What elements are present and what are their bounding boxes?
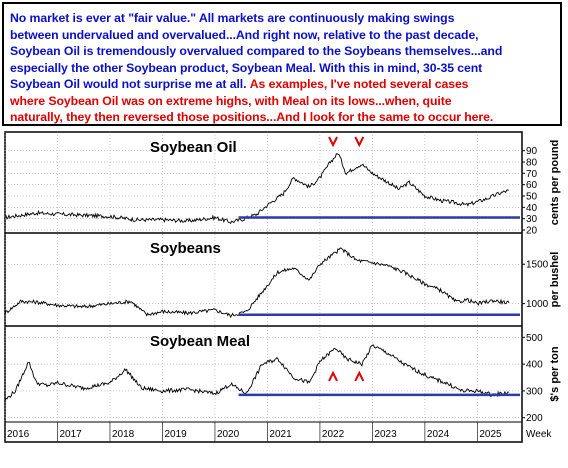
commentary-line-6: where Soybean Oil was on extreme highs, …	[10, 93, 452, 108]
commentary-line-5: Soybean Oil would not surprise me at all…	[10, 76, 555, 93]
y-tick-label: 40	[526, 203, 538, 214]
commentary-line-3: Soybean Oil is tremendously overvalued c…	[10, 44, 503, 58]
y-tick-label: 80	[526, 158, 538, 169]
commentary-line-4: especially the other Soybean product, So…	[10, 60, 483, 75]
y-tick-label: 30	[526, 214, 538, 225]
panel-title: Soybean Meal	[150, 333, 250, 350]
y-tick-label: 200	[526, 413, 543, 424]
commentary-line-1: No market is ever at "fair value." All m…	[10, 11, 455, 25]
plot-frame	[4, 131, 523, 443]
y-tick-label: 1500	[526, 260, 549, 271]
year-label: 2025	[479, 429, 502, 440]
year-label: 2024	[427, 429, 450, 440]
y-tick-label: 300	[526, 386, 543, 397]
year-label: 2018	[112, 429, 135, 440]
commentary-line-7: naturally, they then reversed those posi…	[10, 110, 494, 124]
year-label: 2023	[374, 429, 397, 440]
price-series-line	[4, 344, 509, 401]
panel-soybean-meal: 200 300 400 500 Soybean Meal $'s per ton	[4, 325, 561, 424]
y-axis-label: per bushel	[549, 252, 561, 308]
x-axis: 2016 2017 2018 2019 2020 2021 2022 2023 2024 2025…	[4, 421, 552, 442]
y-tick-label: 70	[526, 169, 538, 180]
y-tick-label: 20	[526, 226, 538, 237]
price-series-line	[4, 247, 510, 319]
year-label: 2022	[322, 429, 345, 440]
year-label: 2020	[217, 429, 240, 440]
year-label: 2019	[164, 429, 187, 440]
panel-soybeans: 1000 1500 Soybeans per bushel	[4, 232, 561, 319]
y-axis-label: cents per pound	[549, 140, 561, 226]
low-marker	[328, 370, 338, 382]
panel-title: Soybean Oil	[150, 139, 237, 156]
high-marker	[328, 136, 338, 148]
commentary-line-2: between undervalued and overvalued...And…	[10, 27, 479, 42]
price-series-line	[4, 153, 510, 224]
year-label: 2017	[59, 429, 82, 440]
y-tick-label: 50	[526, 192, 538, 203]
y-tick-label: 500	[526, 333, 543, 344]
low-marker	[354, 370, 365, 382]
year-grid	[4, 132, 478, 442]
high-marker	[354, 136, 365, 148]
y-tick-label: 1000	[526, 299, 549, 310]
y-tick-label: 400	[526, 360, 543, 371]
y-tick-label: 90	[526, 146, 538, 157]
year-label: 2016	[7, 429, 30, 440]
year-label: 2021	[269, 429, 292, 440]
panel-title: Soybeans	[150, 240, 221, 257]
x-axis-end-label: Week	[526, 429, 552, 440]
commentary-line-5-red: As examples, I've noted several cases	[249, 77, 469, 91]
commentary-line-5-blue: Soybean Oil would not surprise me at all…	[10, 77, 247, 91]
y-tick-label: 60	[526, 180, 538, 191]
commentary-box: No market is ever at "fair value." All m…	[2, 2, 562, 126]
y-axis-label: $'s per ton	[549, 346, 561, 401]
